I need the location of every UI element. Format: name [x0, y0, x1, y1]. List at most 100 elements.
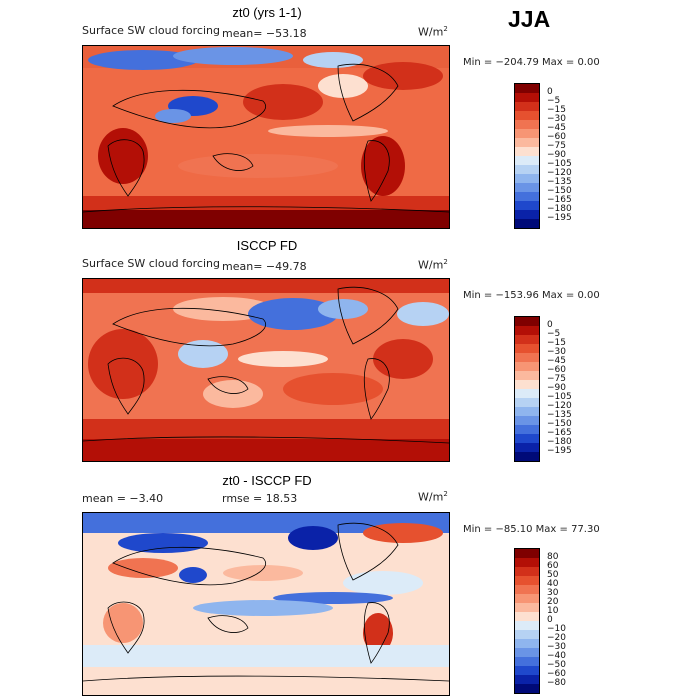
panel-1-map-field [83, 46, 449, 228]
colorbar-swatch [515, 621, 539, 630]
colorbar-swatch [515, 362, 539, 371]
colorbar-label: −60 [547, 132, 566, 142]
panel-2-map-field [83, 279, 449, 461]
colorbar-label: −45 [547, 356, 566, 366]
panel-1-units: W/m2 [418, 25, 448, 39]
colorbar-swatch [515, 353, 539, 362]
colorbar-label: −5 [547, 96, 561, 106]
colorbar-label: 30 [547, 588, 559, 598]
colorbar-swatch [515, 165, 539, 174]
colorbar-swatch [515, 452, 539, 461]
colorbar-swatch [515, 201, 539, 210]
colorbar-swatch [515, 648, 539, 657]
colorbar-swatch [515, 639, 539, 648]
panel-2-map [82, 278, 450, 462]
colorbar-swatch [515, 84, 539, 93]
colorbar-swatch [515, 567, 539, 576]
colorbar-swatch [515, 666, 539, 675]
colorbar-label: 60 [547, 561, 559, 571]
colorbar-swatch [515, 317, 539, 326]
colorbar-swatch [515, 102, 539, 111]
colorbar-label: −60 [547, 365, 566, 375]
colorbar-label: 40 [547, 579, 559, 589]
colorbar-swatch [515, 174, 539, 183]
panel-3-rmse: rmse = 18.53 [222, 492, 298, 505]
colorbar-label: −105 [547, 392, 572, 402]
panel-2-units: W/m2 [418, 258, 448, 272]
colorbar-label: 80 [547, 552, 559, 562]
colorbar-label: −40 [547, 651, 566, 661]
panel-1-minmax: Min = −204.79 Max = 0.00 [463, 57, 600, 68]
colorbar-swatch [515, 371, 539, 380]
colorbar-label: −195 [547, 446, 572, 456]
colorbar-swatch [515, 594, 539, 603]
colorbar-swatch [515, 344, 539, 353]
colorbar-label: −75 [547, 374, 566, 384]
colorbar-label: −195 [547, 213, 572, 223]
panel-2-field-label: Surface SW cloud forcing [82, 257, 220, 270]
panel-2-mean: mean= −49.78 [222, 260, 307, 273]
colorbar-swatch [515, 389, 539, 398]
colorbar-swatch [515, 549, 539, 558]
colorbar-swatch [515, 111, 539, 120]
panel-3-map-field [83, 513, 449, 695]
colorbar-label: −90 [547, 383, 566, 393]
colorbar-swatch [515, 120, 539, 129]
colorbar-label: 0 [547, 615, 553, 625]
colorbar-swatch [515, 443, 539, 452]
colorbar-swatch [515, 210, 539, 219]
colorbar-swatch [515, 576, 539, 585]
colorbar-label: 0 [547, 320, 553, 330]
colorbar-swatch [515, 138, 539, 147]
colorbar-swatch [515, 219, 539, 228]
panel-2-colorbar [514, 316, 540, 462]
colorbar-label: −30 [547, 642, 566, 652]
colorbar-swatch [515, 684, 539, 693]
colorbar-swatch [515, 630, 539, 639]
colorbar-swatch [515, 398, 539, 407]
panel-1-title: zt0 (yrs 1-1) [232, 5, 302, 20]
colorbar-label: −135 [547, 177, 572, 187]
colorbar-label: −30 [547, 114, 566, 124]
colorbar-swatch [515, 326, 539, 335]
colorbar-label: −15 [547, 105, 566, 115]
colorbar-swatch [515, 147, 539, 156]
panel-2-minmax: Min = −153.96 Max = 0.00 [463, 290, 600, 301]
colorbar-label: −105 [547, 159, 572, 169]
colorbar-swatch [515, 156, 539, 165]
colorbar-label: −5 [547, 329, 561, 339]
colorbar-label: −20 [547, 633, 566, 643]
colorbar-swatch [515, 558, 539, 567]
colorbar-swatch [515, 407, 539, 416]
panel-3-colorbar [514, 548, 540, 694]
panel-1-field-label: Surface SW cloud forcing [82, 24, 220, 37]
colorbar-swatch [515, 192, 539, 201]
panel-3-map [82, 512, 450, 696]
colorbar-swatch [515, 612, 539, 621]
colorbar-swatch [515, 434, 539, 443]
panel-1-mean: mean= −53.18 [222, 27, 307, 40]
colorbar-label: −120 [547, 401, 572, 411]
colorbar-label: −60 [547, 669, 566, 679]
panel-1-colorbar [514, 83, 540, 229]
colorbar-label: −15 [547, 338, 566, 348]
colorbar-swatch [515, 380, 539, 389]
panel-3-mean: mean = −3.40 [82, 492, 164, 505]
colorbar-label: −10 [547, 624, 566, 634]
colorbar-label: 10 [547, 606, 559, 616]
colorbar-label: 0 [547, 87, 553, 97]
colorbar-swatch [515, 416, 539, 425]
season-label: JJA [508, 6, 551, 32]
colorbar-label: −180 [547, 437, 572, 447]
colorbar-label: −30 [547, 347, 566, 357]
colorbar-label: −90 [547, 150, 566, 160]
colorbar-label: −45 [547, 123, 566, 133]
colorbar-label: 50 [547, 570, 559, 580]
colorbar-swatch [515, 585, 539, 594]
colorbar-label: −150 [547, 186, 572, 196]
panel-3-title: zt0 - ISCCP FD [222, 473, 312, 488]
colorbar-swatch [515, 93, 539, 102]
colorbar-label: −50 [547, 660, 566, 670]
panel-3-units: W/m2 [418, 490, 448, 504]
colorbar-label: −80 [547, 678, 566, 688]
